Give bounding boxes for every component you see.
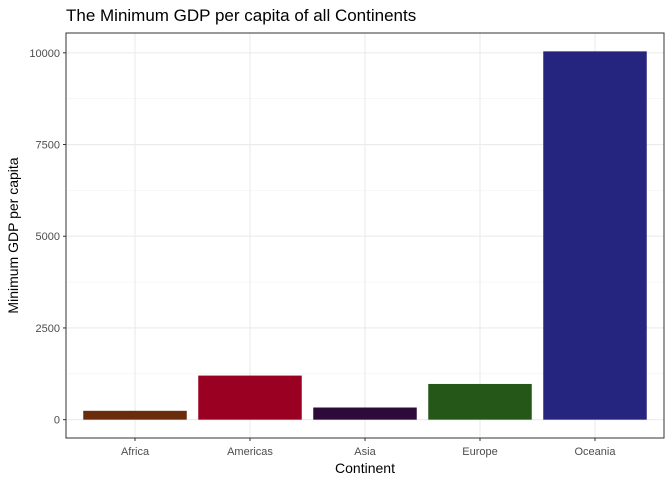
x-tick-label: Oceania	[575, 446, 617, 458]
x-tick-label: Africa	[121, 446, 150, 458]
y-axis-label: Minimum GDP per capita	[5, 157, 21, 313]
bars	[83, 51, 647, 420]
y-tick-label: 2500	[36, 323, 60, 335]
x-tick-label: Americas	[227, 446, 273, 458]
x-axis-ticks: Africa Americas Asia Europe Oceania	[121, 438, 616, 458]
bar-oceania	[543, 51, 647, 420]
x-tick-label: Asia	[354, 446, 376, 458]
chart-title: The Minimum GDP per capita of all Contin…	[66, 6, 416, 25]
bar-europe	[428, 383, 532, 420]
y-tick-label: 0	[54, 415, 60, 427]
bar-americas	[198, 375, 302, 420]
y-tick-label: 10000	[29, 48, 60, 60]
y-tick-label: 7500	[36, 140, 60, 152]
y-axis-ticks: 0 2500 5000 7500 10000	[29, 48, 66, 427]
x-tick-label: Europe	[462, 446, 497, 458]
x-axis-label: Continent	[335, 460, 395, 476]
bar-asia	[313, 407, 417, 420]
y-tick-label: 5000	[36, 231, 60, 243]
bar-africa	[83, 410, 187, 420]
